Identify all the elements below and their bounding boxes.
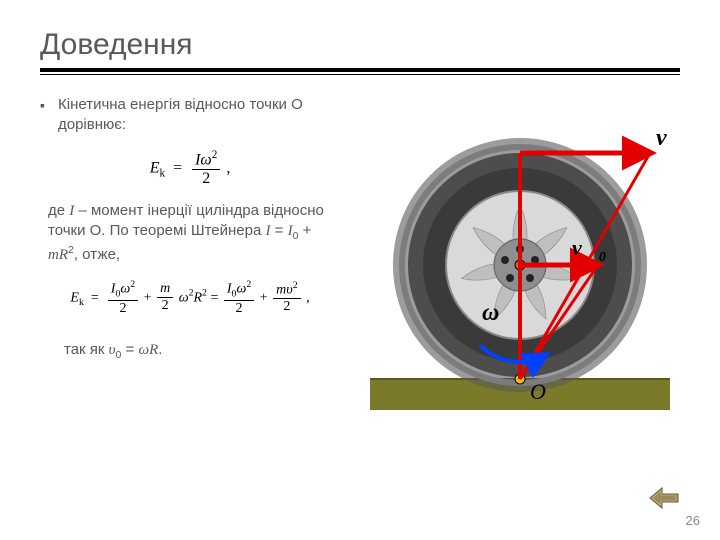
formula-2: Ek = I0ω2 2 + m 2 ω2R2 = I0ω2 2 +	[40, 280, 340, 316]
page-number: 26	[686, 513, 700, 528]
svg-text:O: O	[530, 379, 546, 404]
svg-text:v⃗: v⃗	[656, 125, 680, 151]
text-column: Кінетична енергія відносно точки О дорів…	[40, 95, 340, 430]
title-rule	[40, 68, 680, 75]
bullet-1: Кінетична енергія відносно точки О дорів…	[40, 95, 340, 136]
slide-title: Доведення	[40, 28, 680, 62]
body-text: де I – момент інерції циліндра відносно …	[40, 201, 340, 266]
svg-text:ω: ω	[482, 300, 499, 326]
nav-back-icon[interactable]	[648, 486, 680, 510]
wheel-diagram: v⃗ v⃗0 ω O	[360, 95, 680, 425]
diagram-column: v⃗ v⃗0 ω O	[360, 95, 680, 430]
formula-1: Ek = Iω2 2 ,	[40, 150, 340, 187]
note-text: так як υ0 = ωR.	[40, 340, 340, 362]
